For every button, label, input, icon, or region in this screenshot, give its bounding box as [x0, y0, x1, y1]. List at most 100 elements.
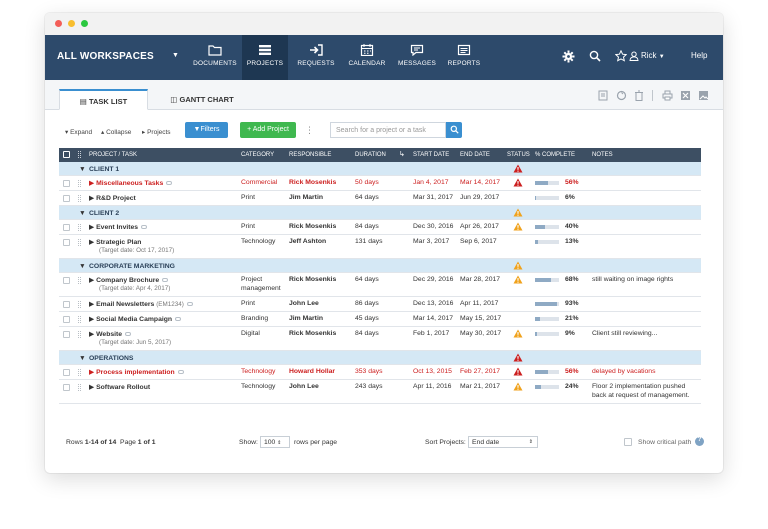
expand-arrow-icon[interactable]: ▶ [89, 277, 95, 284]
comment-icon[interactable] [141, 225, 148, 230]
table-row[interactable]: ▶ Event Invites Print Rick Mosenkis 84 days… [59, 220, 701, 235]
row-checkbox[interactable] [63, 301, 70, 308]
expand-arrow-icon[interactable]: ▶ [89, 224, 95, 231]
help-link[interactable]: Help [691, 51, 708, 60]
collapse-toggle-icon[interactable]: ▼ [79, 355, 86, 362]
critical-path-label[interactable]: Show critical path [638, 439, 692, 446]
nav-reports[interactable]: REPORTS [444, 35, 484, 80]
tab-gantt-chart[interactable]: ◫ GANTT CHART [163, 89, 241, 110]
table-row[interactable]: ▶ Strategic Plan (Target date: Oct 17, 20… [59, 235, 701, 259]
task-name[interactable]: ▶ Miscellaneous Tasks [89, 179, 173, 187]
drag-handle-icon[interactable] [78, 239, 81, 246]
col-responsible[interactable]: RESPONSIBLE [289, 152, 332, 158]
user-menu[interactable]: Rick ▼ [641, 51, 665, 60]
row-checkbox[interactable] [63, 277, 70, 284]
nav-messages[interactable]: MESSAGES [392, 35, 442, 80]
table-row[interactable]: ▶ Miscellaneous Tasks Commercial Rick Mose… [59, 176, 701, 191]
expand-link[interactable]: ▾ Expand [65, 129, 93, 136]
link-icon[interactable]: ↳ [399, 151, 405, 158]
task-name[interactable]: ▶ Process implementation [89, 368, 184, 376]
col-end-date[interactable]: END DATE [460, 152, 490, 158]
task-name[interactable]: ▶ Strategic Plan [89, 238, 141, 246]
row-checkbox[interactable] [63, 224, 70, 231]
minimize-window-dot[interactable] [68, 20, 75, 27]
nav-documents[interactable]: DOCUMENTS [190, 35, 240, 80]
task-name[interactable]: ▶ R&D Project [89, 194, 136, 202]
collapse-link[interactable]: ▴ Collapse [101, 129, 132, 136]
task-name[interactable]: ▶ Event Invites [89, 223, 148, 231]
col-category[interactable]: CATEGORY [241, 152, 275, 158]
row-checkbox[interactable] [63, 369, 70, 376]
col-start-date[interactable]: START DATE [413, 152, 450, 158]
star-icon[interactable] [615, 50, 627, 62]
workspace-selector[interactable]: ALL WORKSPACES [57, 51, 154, 62]
table-row[interactable]: ▶ Process implementation Technology Howard… [59, 365, 701, 380]
comment-icon[interactable] [162, 278, 169, 283]
add-project-button[interactable]: + Add Project [240, 122, 296, 138]
excel-icon[interactable] [680, 90, 691, 101]
tab-task-list[interactable]: ▤ TASK LIST [59, 89, 148, 110]
comment-icon[interactable] [166, 181, 173, 186]
search-button[interactable] [446, 122, 462, 138]
drag-handle-icon[interactable] [78, 180, 81, 187]
col-duration[interactable]: DURATION [355, 152, 386, 158]
nav-projects[interactable]: PROJECTS [242, 35, 288, 80]
drag-handle-icon[interactable] [78, 224, 81, 231]
col-status[interactable]: STATUS [507, 152, 530, 158]
task-name[interactable]: ▶ Company Brochure [89, 276, 169, 284]
user-icon[interactable] [629, 51, 639, 61]
collapse-toggle-icon[interactable]: ▼ [79, 210, 86, 217]
drag-handle-icon[interactable] [78, 277, 81, 284]
group-row[interactable]: ▼ OPERATIONS [59, 351, 701, 365]
gear-icon[interactable] [562, 50, 575, 63]
search-icon[interactable] [589, 50, 601, 62]
expand-arrow-icon[interactable]: ▶ [89, 331, 95, 338]
comment-icon[interactable] [177, 370, 184, 375]
rows-per-page-select[interactable]: 100 ⇕ [260, 436, 290, 448]
row-checkbox[interactable] [63, 195, 70, 202]
table-row[interactable]: ▶ R&D Project Print Jim Martin 64 days Mar 3… [59, 191, 701, 206]
table-row[interactable]: ▶ Email Newsletters (EM1234) Print John Le… [59, 297, 701, 312]
row-checkbox[interactable] [63, 316, 70, 323]
maximize-window-dot[interactable] [81, 20, 88, 27]
collapse-toggle-icon[interactable]: ▼ [79, 166, 86, 173]
expand-arrow-icon[interactable]: ▶ [89, 195, 95, 202]
table-row[interactable]: ▶ Company Brochure (Target date: Apr 4, 2… [59, 273, 701, 297]
expand-arrow-icon[interactable]: ▶ [89, 180, 95, 187]
collapse-toggle-icon[interactable]: ▼ [79, 263, 86, 270]
group-row[interactable]: ▼ CLIENT 2 [59, 206, 701, 220]
row-checkbox[interactable] [63, 384, 70, 391]
expand-arrow-icon[interactable]: ▶ [89, 301, 95, 308]
caret-down-icon[interactable]: ▼ [172, 52, 179, 59]
task-name[interactable]: ▶ Website [89, 330, 132, 338]
expand-arrow-icon[interactable]: ▶ [89, 384, 95, 391]
expand-arrow-icon[interactable]: ▶ [89, 369, 95, 376]
expand-arrow-icon[interactable]: ▶ [89, 239, 95, 246]
help-icon[interactable]: ? [695, 437, 704, 446]
recycle-icon[interactable] [616, 90, 627, 101]
close-window-dot[interactable] [55, 20, 62, 27]
nav-calendar[interactable]: CALENDAR [344, 35, 390, 80]
nav-requests[interactable]: REQUESTS [291, 35, 341, 80]
archive-icon[interactable] [598, 90, 608, 101]
expand-arrow-icon[interactable]: ▶ [89, 316, 95, 323]
drag-handle-icon[interactable] [78, 316, 81, 323]
select-all-checkbox[interactable] [63, 151, 70, 158]
sort-projects-select[interactable]: End date ⇕ [468, 436, 538, 448]
col-notes[interactable]: NOTES [592, 152, 613, 158]
drag-handle-icon[interactable] [78, 369, 81, 376]
task-name[interactable]: ▶ Software Rollout [89, 383, 150, 391]
critical-path-checkbox[interactable] [624, 438, 632, 446]
drag-handle-icon[interactable] [78, 301, 81, 308]
drag-handle-icon[interactable] [78, 195, 81, 202]
comment-icon[interactable] [175, 317, 182, 322]
table-row[interactable]: ▶ Software Rollout Technology John Lee 243 … [59, 380, 701, 404]
col-complete[interactable]: % COMPLETE [535, 152, 576, 158]
group-row[interactable]: ▼ CORPORATE MARKETING [59, 259, 701, 273]
row-checkbox[interactable] [63, 239, 70, 246]
drag-handle-icon[interactable] [78, 331, 81, 338]
col-project[interactable]: PROJECT / TASK [89, 152, 138, 158]
comment-icon[interactable] [186, 302, 193, 307]
search-input[interactable]: Search for a project or a task [330, 122, 446, 138]
filters-button[interactable]: ▼Filters [185, 122, 228, 138]
